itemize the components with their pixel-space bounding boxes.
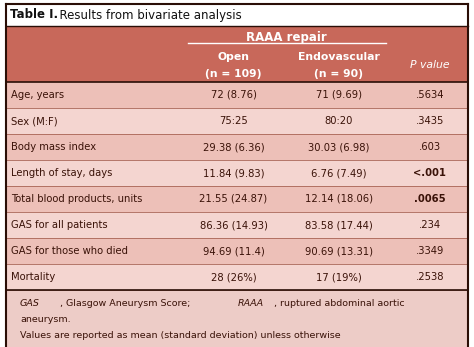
Text: GAS for all patients: GAS for all patients <box>11 220 108 230</box>
Bar <box>6 212 468 238</box>
Text: 80:20: 80:20 <box>324 116 353 126</box>
Bar <box>6 134 468 160</box>
Bar <box>6 26 468 48</box>
Text: aneurysm.: aneurysm. <box>20 314 71 323</box>
Text: , ruptured abdominal aortic: , ruptured abdominal aortic <box>274 298 405 307</box>
Text: .3435: .3435 <box>416 116 444 126</box>
Bar <box>6 48 468 82</box>
Text: .3349: .3349 <box>416 246 444 256</box>
Text: 94.69 (11.4): 94.69 (11.4) <box>203 246 264 256</box>
Text: GAS: GAS <box>20 298 40 307</box>
Text: RAAA repair: RAAA repair <box>246 31 327 43</box>
Text: Table I.: Table I. <box>10 8 58 22</box>
Text: 72 (8.76): 72 (8.76) <box>210 90 256 100</box>
Bar <box>6 238 468 264</box>
Text: Age, years: Age, years <box>11 90 64 100</box>
Text: GAS for those who died: GAS for those who died <box>11 246 128 256</box>
Text: 21.55 (24.87): 21.55 (24.87) <box>200 194 268 204</box>
Bar <box>6 4 468 26</box>
Text: 90.69 (13.31): 90.69 (13.31) <box>305 246 373 256</box>
Bar <box>6 264 468 290</box>
Text: (n = 109): (n = 109) <box>205 69 262 79</box>
Text: P value: P value <box>410 60 450 70</box>
Text: , Glasgow Aneurysm Score;: , Glasgow Aneurysm Score; <box>60 298 193 307</box>
Text: Body mass index: Body mass index <box>11 142 96 152</box>
Bar <box>6 82 468 108</box>
Text: Mortality: Mortality <box>11 272 55 282</box>
Bar <box>6 290 468 347</box>
Text: 28 (26%): 28 (26%) <box>211 272 256 282</box>
Text: Results from bivariate analysis: Results from bivariate analysis <box>52 8 242 22</box>
Text: Sex (M:F): Sex (M:F) <box>11 116 58 126</box>
Text: (n = 90): (n = 90) <box>314 69 363 79</box>
Text: 6.76 (7.49): 6.76 (7.49) <box>311 168 366 178</box>
Text: .234: .234 <box>419 220 441 230</box>
Text: .603: .603 <box>419 142 441 152</box>
Text: 86.36 (14.93): 86.36 (14.93) <box>200 220 267 230</box>
Text: Length of stay, days: Length of stay, days <box>11 168 112 178</box>
Text: 30.03 (6.98): 30.03 (6.98) <box>308 142 369 152</box>
Text: 29.38 (6.36): 29.38 (6.36) <box>203 142 264 152</box>
Text: .0065: .0065 <box>414 194 446 204</box>
Text: 75:25: 75:25 <box>219 116 248 126</box>
Text: Open: Open <box>218 52 249 62</box>
Text: Values are reported as mean (standard deviation) unless otherwise: Values are reported as mean (standard de… <box>20 330 341 339</box>
Bar <box>6 108 468 134</box>
Text: 83.58 (17.44): 83.58 (17.44) <box>305 220 373 230</box>
Text: RAAA: RAAA <box>238 298 264 307</box>
Text: Endovascular: Endovascular <box>298 52 380 62</box>
Text: Total blood products, units: Total blood products, units <box>11 194 142 204</box>
Text: <.001: <.001 <box>413 168 447 178</box>
Bar <box>6 186 468 212</box>
Text: 71 (9.69): 71 (9.69) <box>316 90 362 100</box>
Text: .2538: .2538 <box>416 272 444 282</box>
Bar <box>6 160 468 186</box>
Text: 11.84 (9.83): 11.84 (9.83) <box>203 168 264 178</box>
Text: 17 (19%): 17 (19%) <box>316 272 362 282</box>
Text: 12.14 (18.06): 12.14 (18.06) <box>305 194 373 204</box>
Text: .5634: .5634 <box>416 90 444 100</box>
